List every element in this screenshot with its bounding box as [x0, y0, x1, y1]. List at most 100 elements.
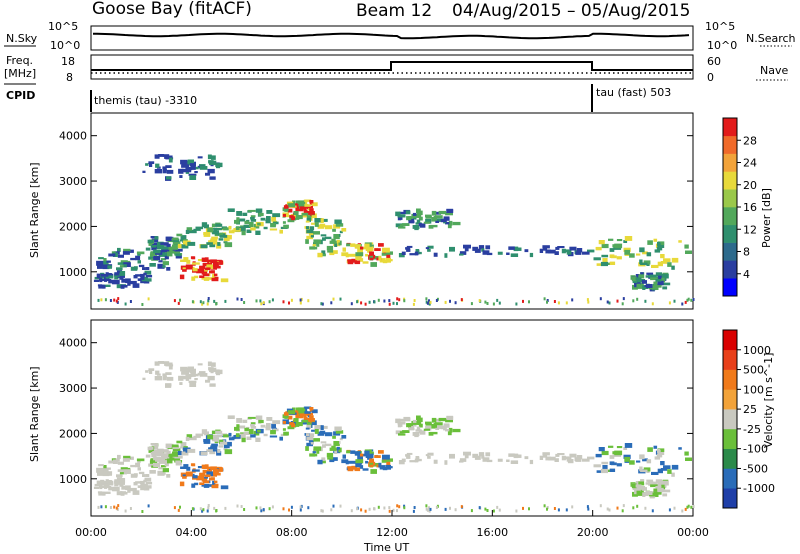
- echo-cell: [339, 297, 342, 301]
- echo-cell: [150, 251, 158, 256]
- echo-cell: [306, 442, 313, 447]
- echo-cell: [662, 493, 668, 497]
- echo-cell: [606, 507, 609, 511]
- echo-cell: [595, 453, 602, 458]
- echo-cell: [448, 427, 453, 433]
- echo-cell: [339, 437, 343, 441]
- noise-tick-bottom: 10^0: [50, 39, 80, 52]
- echo-cell: [191, 507, 194, 511]
- echo-cell: [425, 247, 430, 250]
- echo-cell: [348, 460, 356, 464]
- echo-cell: [147, 239, 152, 244]
- echo-cell: [93, 279, 100, 282]
- echo-cell: [599, 504, 602, 508]
- echo-cell: [296, 202, 305, 208]
- echo-cell: [425, 218, 432, 224]
- echo-cell: [260, 424, 266, 428]
- echo-cell: [486, 252, 493, 256]
- echo-cell: [228, 225, 232, 230]
- colorbar-swatch: [723, 349, 737, 370]
- echo-cell: [199, 507, 202, 511]
- echo-cell: [203, 232, 211, 237]
- echo-cell: [529, 252, 534, 258]
- echo-cell: [428, 225, 434, 229]
- echo-cell: [138, 471, 145, 475]
- echo-cell: [250, 217, 255, 220]
- echo-cell: [212, 449, 220, 452]
- echo-cell: [268, 507, 271, 511]
- echo-cell: [332, 435, 336, 439]
- echo-cell: [119, 265, 124, 268]
- echo-cell: [329, 447, 337, 451]
- echo-cell: [160, 246, 169, 251]
- echo-cell: [612, 451, 616, 455]
- echo-cell: [150, 443, 158, 446]
- echo-cell: [435, 506, 438, 509]
- echo-cell: [412, 509, 415, 513]
- echo-cell: [102, 492, 106, 496]
- echo-cell: [311, 429, 315, 432]
- echo-cell: [598, 447, 605, 452]
- echo-cell: [319, 223, 326, 228]
- echo-cell: [191, 483, 196, 488]
- echo-cell: [621, 509, 624, 513]
- echo-cell: [557, 508, 560, 512]
- echo-cell: [611, 255, 617, 259]
- echo-cell: [287, 410, 296, 415]
- echo-cell: [661, 484, 665, 489]
- echo-cell: [166, 176, 172, 180]
- echo-cell: [657, 275, 662, 280]
- echo-cell: [130, 266, 138, 271]
- echo-cell: [108, 486, 115, 491]
- echo-cell: [203, 224, 209, 229]
- freq-label-2: [MHz]: [4, 67, 36, 80]
- echo-cell: [182, 163, 186, 168]
- echo-cell: [332, 504, 335, 508]
- echo-cell: [185, 373, 193, 378]
- echo-cell: [378, 243, 384, 247]
- echo-cell: [308, 439, 314, 443]
- echo-cell: [166, 243, 171, 247]
- echo-cell: [638, 276, 645, 279]
- echo-cell: [553, 300, 556, 303]
- echo-cell: [662, 286, 668, 290]
- echo-cell: [522, 506, 524, 510]
- echo-cell: [635, 277, 642, 281]
- echo-cell: [539, 455, 544, 460]
- echo-cell: [609, 455, 615, 459]
- echo-cell: [515, 302, 518, 306]
- echo-cell: [283, 224, 289, 229]
- echo-cell: [554, 458, 559, 462]
- echo-cell: [575, 251, 582, 255]
- echo-cell: [367, 455, 373, 460]
- echo-cell: [313, 231, 320, 235]
- echo-cell: [539, 248, 544, 253]
- echo-cell: [105, 272, 109, 275]
- echo-cell: [167, 453, 175, 458]
- echo-cell: [224, 299, 227, 303]
- echo-cell: [124, 302, 127, 306]
- echo-cell: [388, 302, 391, 306]
- echo-cell: [624, 236, 633, 241]
- echo-cell: [158, 467, 163, 470]
- echo-cell: [639, 454, 645, 460]
- echo-cell: [452, 428, 461, 433]
- echo-cell: [123, 455, 131, 459]
- echo-cell: [646, 252, 652, 257]
- echo-cell: [165, 443, 172, 449]
- echo-cell: [377, 298, 380, 302]
- echo-cell: [436, 425, 444, 429]
- echo-cell: [671, 472, 675, 477]
- echo-cell: [191, 256, 196, 260]
- echo-cell: [565, 508, 568, 512]
- power-colorbar: 28 24 20 16 12 8 4: [722, 117, 757, 297]
- echo-cell: [115, 299, 118, 303]
- echo-cell: [647, 447, 653, 452]
- echo-cell: [154, 449, 161, 453]
- echo-cell: [183, 169, 192, 173]
- echo-cell: [206, 264, 214, 270]
- echo-cell: [643, 467, 651, 472]
- echo-cell: [685, 250, 692, 254]
- echo-cell: [304, 204, 311, 207]
- echo-cell: [282, 213, 286, 217]
